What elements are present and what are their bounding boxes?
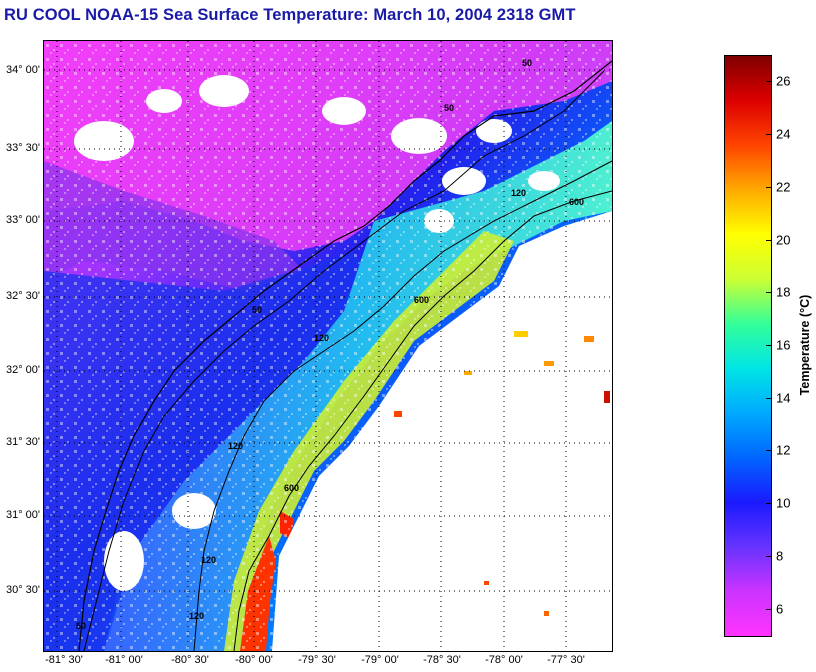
- colorbar: [724, 55, 772, 637]
- svg-text:120: 120: [314, 333, 329, 343]
- lat-label: 33° 00': [5, 214, 40, 226]
- isobath-50: [83, 70, 605, 651]
- lat-label: 31° 30': [5, 436, 40, 448]
- lon-label: -81° 00': [105, 654, 143, 666]
- colorbar-tick: [766, 503, 771, 505]
- colorbar-tick: [766, 186, 771, 188]
- colorbar-tick: [766, 450, 771, 452]
- lon-label: -79° 00': [361, 654, 399, 666]
- svg-text:600: 600: [414, 295, 429, 305]
- lon-label: -78° 00': [485, 654, 523, 666]
- colorbar-tick: [766, 608, 771, 610]
- colorbar-tick-label: 20: [776, 232, 791, 248]
- colorbar-tick-label: 16: [776, 337, 791, 353]
- colorbar-tick: [766, 81, 771, 83]
- colorbar-tick: [766, 134, 771, 136]
- sst-map[interactable]: 50 50 50 50 120 120 120 120 120 600 600 …: [43, 40, 613, 652]
- lat-label: 34° 00': [5, 64, 40, 76]
- coastline: [78, 60, 612, 651]
- colorbar-tick-label: 24: [776, 126, 791, 142]
- isobath-120: [193, 160, 612, 651]
- isobath-labels: 50 50 50 50 120 120 120 120 120 600 600 …: [76, 58, 584, 631]
- colorbar-tick-label: 10: [776, 495, 791, 511]
- svg-text:600: 600: [569, 197, 584, 207]
- colorbar-tick: [766, 292, 771, 294]
- svg-text:50: 50: [444, 103, 454, 113]
- isobath-600: [233, 190, 612, 651]
- lat-label: 31° 00': [5, 509, 40, 521]
- scattered-warm-pixels: [394, 331, 610, 616]
- lon-label: -81° 30': [45, 654, 83, 666]
- lat-label: 32° 00': [5, 364, 40, 376]
- lon-label: -80° 30': [171, 654, 209, 666]
- lat-label: 32° 30': [5, 290, 40, 302]
- svg-text:50: 50: [76, 621, 86, 631]
- svg-text:50: 50: [252, 305, 262, 315]
- svg-text:120: 120: [201, 555, 216, 565]
- svg-text:50: 50: [522, 58, 532, 68]
- lat-lon-grid: [44, 41, 612, 651]
- lon-label: -79° 30': [298, 654, 336, 666]
- lat-label: 30° 30': [5, 584, 40, 596]
- colorbar-tick-label: 12: [776, 442, 791, 458]
- colorbar-tick-label: 14: [776, 390, 791, 406]
- lon-label: -78° 30': [423, 654, 461, 666]
- colorbar-tick-label: 6: [776, 601, 784, 617]
- svg-text:120: 120: [228, 441, 243, 451]
- colorbar-title: Temperature (°C): [798, 294, 812, 396]
- lon-label: -80° 00': [235, 654, 273, 666]
- colorbar-tick: [766, 239, 771, 241]
- svg-text:600: 600: [284, 483, 299, 493]
- colorbar-tick-label: 26: [776, 73, 791, 89]
- lat-label: 33° 30': [5, 142, 40, 154]
- svg-text:120: 120: [511, 188, 526, 198]
- colorbar-tick: [766, 555, 771, 557]
- lon-label: -77° 30': [547, 654, 585, 666]
- colorbar-tick: [766, 397, 771, 399]
- colorbar-tick-label: 18: [776, 284, 791, 300]
- cloud-patches: [74, 75, 560, 591]
- colorbar-tick: [766, 345, 771, 346]
- svg-text:120: 120: [189, 611, 204, 621]
- map-title: RU COOL NOAA-15 Sea Surface Temperature:…: [4, 6, 576, 24]
- colorbar-tick-label: 8: [776, 548, 784, 564]
- sst-map-svg: 50 50 50 50 120 120 120 120 120 600 600 …: [44, 41, 612, 651]
- colorbar-tick-label: 22: [776, 179, 791, 195]
